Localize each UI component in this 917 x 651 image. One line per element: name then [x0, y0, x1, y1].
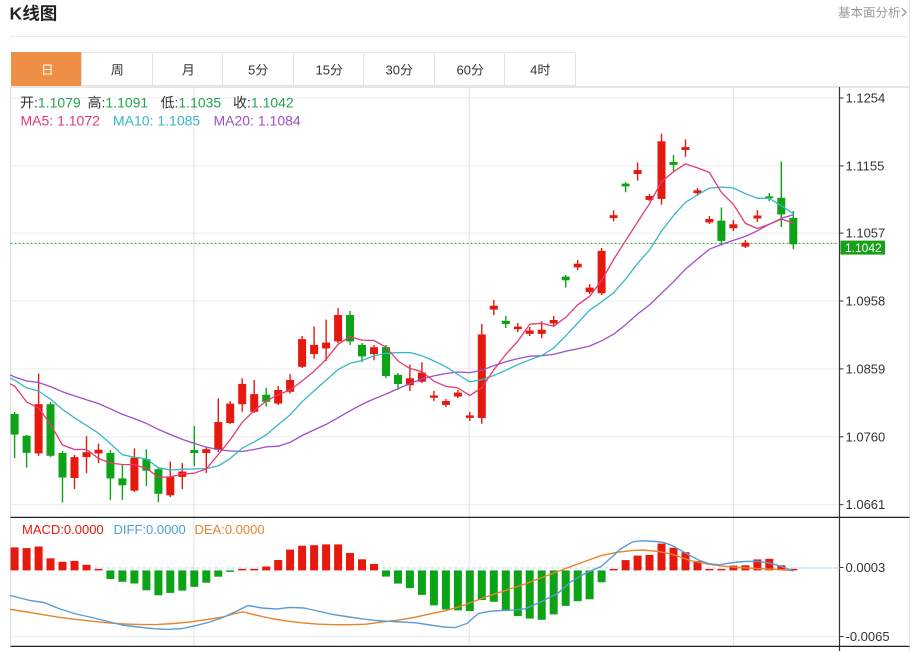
svg-text:1.0859: 1.0859: [846, 361, 886, 376]
svg-text:1.1091: 1.1091: [105, 95, 148, 111]
svg-text:1.0661: 1.0661: [846, 497, 886, 512]
svg-text::: :: [175, 95, 179, 111]
svg-text::: :: [102, 95, 106, 111]
svg-text:5: 5: [322, 63, 329, 78]
svg-text:MACD:0.0000: MACD:0.0000: [22, 522, 104, 537]
svg-text:1.1079: 1.1079: [38, 95, 81, 111]
svg-text:K: K: [10, 4, 23, 24]
svg-text:1.0760: 1.0760: [846, 429, 886, 444]
svg-text:1.1042: 1.1042: [845, 241, 882, 255]
svg-text:MA20: 1.1084: MA20: 1.1084: [214, 113, 301, 129]
svg-text::: :: [247, 95, 251, 111]
svg-text:0: 0: [393, 63, 400, 78]
svg-text:5: 5: [248, 63, 255, 78]
svg-text:1.1155: 1.1155: [846, 158, 885, 173]
svg-text:MA5: 1.1072: MA5: 1.1072: [21, 113, 101, 129]
svg-text:DEA:0.0000: DEA:0.0000: [195, 522, 265, 537]
svg-text:3: 3: [386, 63, 393, 78]
svg-text:1.1042: 1.1042: [251, 95, 294, 111]
svg-text:0: 0: [463, 63, 470, 78]
svg-text:0.0003: 0.0003: [846, 560, 886, 575]
svg-text:1.0958: 1.0958: [846, 294, 886, 309]
svg-text:1.1057: 1.1057: [846, 226, 886, 241]
svg-text:4: 4: [530, 63, 537, 78]
svg-text::: :: [34, 95, 38, 111]
svg-text:-0.0065: -0.0065: [846, 629, 890, 644]
svg-text:1.1254: 1.1254: [846, 91, 886, 106]
svg-text:6: 6: [456, 63, 463, 78]
svg-text:DIFF:0.0000: DIFF:0.0000: [114, 522, 186, 537]
svg-text:1: 1: [315, 63, 322, 78]
svg-text:MA10: 1.1085: MA10: 1.1085: [113, 113, 200, 129]
svg-text:1.1035: 1.1035: [178, 95, 221, 111]
